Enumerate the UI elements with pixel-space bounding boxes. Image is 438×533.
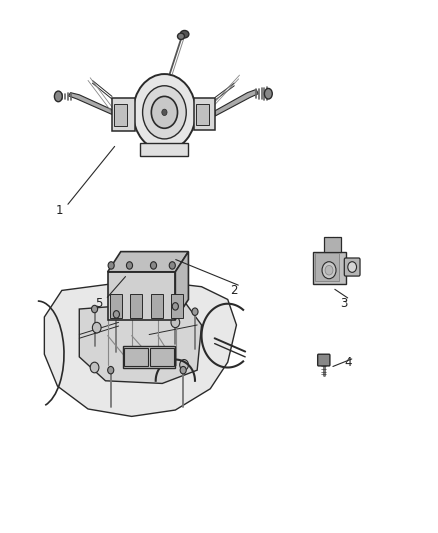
Polygon shape (175, 252, 188, 320)
Circle shape (151, 96, 177, 128)
Circle shape (92, 305, 98, 313)
Circle shape (348, 262, 357, 272)
FancyBboxPatch shape (124, 348, 148, 366)
Circle shape (143, 86, 186, 139)
Circle shape (171, 317, 180, 328)
FancyBboxPatch shape (344, 258, 360, 276)
FancyBboxPatch shape (110, 294, 122, 318)
Circle shape (92, 322, 101, 333)
Polygon shape (108, 272, 175, 320)
Polygon shape (108, 252, 188, 272)
FancyBboxPatch shape (324, 237, 341, 252)
Circle shape (108, 367, 114, 374)
Circle shape (108, 262, 114, 269)
FancyBboxPatch shape (194, 98, 215, 130)
Circle shape (180, 367, 186, 374)
Circle shape (90, 362, 99, 373)
Ellipse shape (54, 91, 62, 102)
Text: 3: 3 (340, 297, 347, 310)
FancyBboxPatch shape (123, 346, 175, 368)
Circle shape (325, 265, 333, 275)
Circle shape (150, 262, 156, 269)
Polygon shape (215, 90, 258, 116)
Circle shape (180, 360, 188, 370)
Circle shape (169, 262, 175, 269)
FancyBboxPatch shape (313, 252, 346, 284)
Circle shape (322, 262, 336, 279)
FancyBboxPatch shape (171, 294, 183, 318)
FancyBboxPatch shape (130, 294, 142, 318)
Circle shape (162, 109, 167, 116)
Circle shape (192, 308, 198, 316)
FancyBboxPatch shape (196, 104, 208, 125)
FancyBboxPatch shape (151, 294, 163, 318)
Text: 1: 1 (56, 204, 64, 217)
Ellipse shape (265, 88, 272, 99)
FancyBboxPatch shape (150, 348, 174, 366)
Text: 4: 4 (344, 356, 352, 369)
Polygon shape (79, 301, 201, 383)
FancyBboxPatch shape (114, 104, 127, 126)
Circle shape (172, 303, 178, 310)
FancyBboxPatch shape (141, 143, 188, 157)
Circle shape (127, 262, 133, 269)
FancyBboxPatch shape (315, 253, 339, 281)
Ellipse shape (177, 33, 184, 39)
Polygon shape (68, 93, 112, 115)
Polygon shape (44, 280, 237, 416)
Text: 5: 5 (95, 297, 102, 310)
FancyBboxPatch shape (112, 98, 135, 131)
Ellipse shape (180, 30, 189, 38)
Text: 2: 2 (230, 284, 238, 297)
Circle shape (133, 74, 196, 151)
Circle shape (113, 311, 120, 318)
FancyBboxPatch shape (318, 354, 330, 366)
